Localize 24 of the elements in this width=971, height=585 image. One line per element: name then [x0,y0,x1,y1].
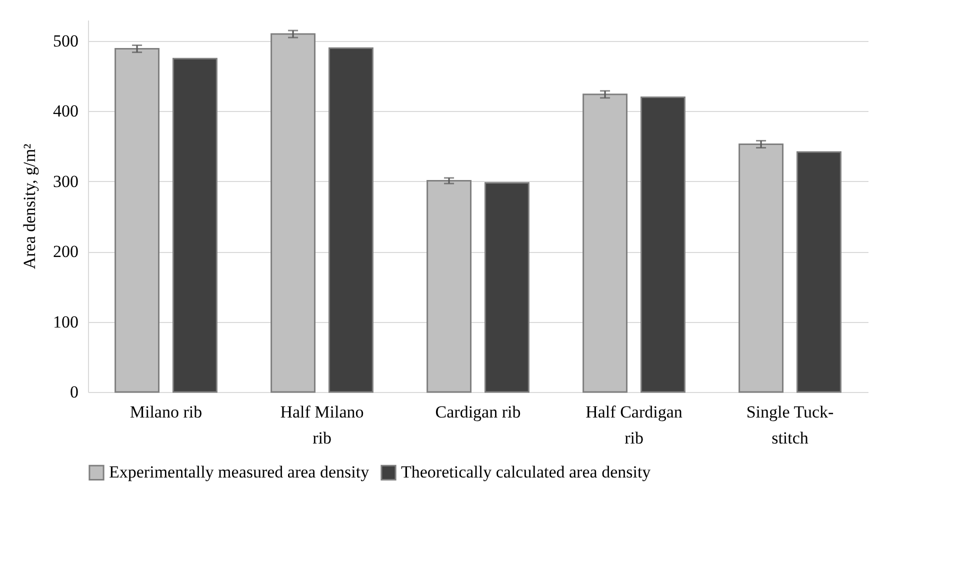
x-tick-label: Cardigan rib [435,402,521,422]
y-axis-title: Area density, g/m² [20,144,39,270]
y-tick-label: 300 [53,172,78,191]
bar [796,151,842,393]
x-tick-label: Half Milano rib [280,402,364,448]
bar [484,182,530,393]
x-tick-label: Milano rib [130,402,202,422]
y-tick-label: 400 [53,102,78,121]
bar [426,180,472,393]
y-tick-label: 0 [70,382,78,402]
bar [582,94,628,393]
y-tick-label: 200 [53,242,78,262]
bar [328,47,374,393]
y-tick-label: 500 [53,32,78,51]
x-tick-label: Half Cardigan rib [586,402,683,448]
bar [640,96,686,393]
bar [270,33,316,393]
bar [114,48,160,393]
bar [172,58,218,393]
legend-label: Experimentally measured area density [109,462,370,482]
legend-label: Theoretically calculated area density [401,462,652,482]
x-tick-label: Single Tuck-stitch [746,402,834,448]
bar [738,143,784,393]
y-tick-label: 100 [53,312,78,332]
